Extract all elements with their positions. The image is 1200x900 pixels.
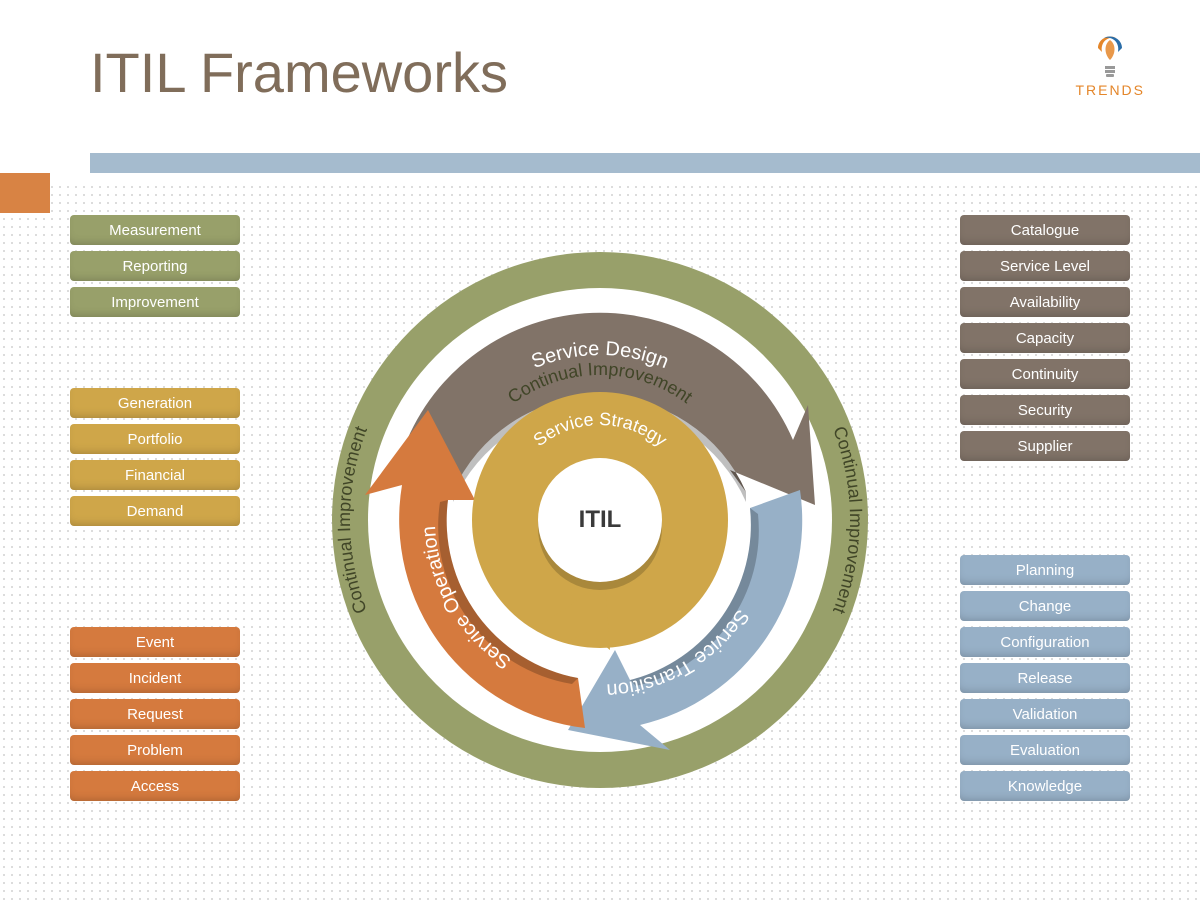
pill-group-transition: Planning Change Configuration Release Valida… — [960, 555, 1130, 801]
pill-strategy-2: Financial — [70, 460, 240, 490]
pill-transition-2: Configuration — [960, 627, 1130, 657]
pill-operation-1: Incident — [70, 663, 240, 693]
header-bar-blue — [90, 153, 1200, 173]
pill-operation-3: Problem — [70, 735, 240, 765]
pill-design-2: Availability — [960, 287, 1130, 317]
pill-strategy-0: Generation — [70, 388, 240, 418]
pill-design-5: Security — [960, 395, 1130, 425]
pill-group-strategy: Generation Portfolio Financial Demand — [70, 388, 240, 526]
pill-transition-0: Planning — [960, 555, 1130, 585]
pill-design-0: Catalogue — [960, 215, 1130, 245]
itil-cycle-diagram: Continual Improvement Continual Improvem… — [310, 230, 890, 810]
pill-improvement-0: Measurement — [70, 215, 240, 245]
pill-transition-3: Release — [960, 663, 1130, 693]
pill-design-3: Capacity — [960, 323, 1130, 353]
pill-design-4: Continuity — [960, 359, 1130, 389]
pill-transition-6: Knowledge — [960, 771, 1130, 801]
pill-operation-4: Access — [70, 771, 240, 801]
pill-operation-2: Request — [70, 699, 240, 729]
pill-group-improvement: Measurement Reporting Improvement — [70, 215, 240, 317]
lightbulb-icon — [1090, 30, 1130, 80]
pill-design-1: Service Level — [960, 251, 1130, 281]
pill-improvement-2: Improvement — [70, 287, 240, 317]
pill-transition-1: Change — [960, 591, 1130, 621]
pill-operation-0: Event — [70, 627, 240, 657]
pill-strategy-3: Demand — [70, 496, 240, 526]
pill-design-6: Supplier — [960, 431, 1130, 461]
center-label: ITIL — [579, 506, 622, 534]
pill-improvement-1: Reporting — [70, 251, 240, 281]
logo-text: TRENDS — [1075, 82, 1145, 98]
pill-strategy-1: Portfolio — [70, 424, 240, 454]
pill-transition-4: Validation — [960, 699, 1130, 729]
pill-group-design: Catalogue Service Level Availability Capaci… — [960, 215, 1130, 461]
logo: TRENDS — [1075, 30, 1145, 98]
header-bar-orange — [0, 173, 50, 213]
pill-transition-5: Evaluation — [960, 735, 1130, 765]
page-title: ITIL Frameworks — [90, 40, 508, 105]
pill-group-operation: Event Incident Request Problem Access — [70, 627, 240, 801]
